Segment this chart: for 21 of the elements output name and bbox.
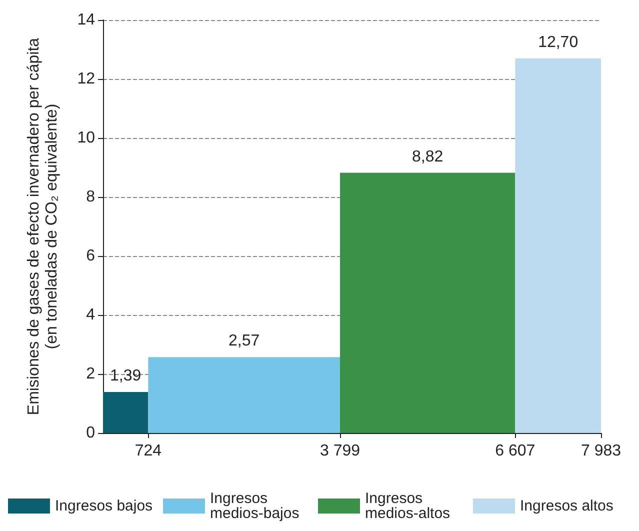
legend-label: Ingresos altos	[520, 498, 614, 514]
legend-label: Ingresos medios-altos	[365, 490, 450, 522]
data-label: 12,70	[538, 34, 578, 51]
y-tick-label: 10	[77, 130, 96, 146]
y-tick-label: 0	[86, 424, 96, 442]
data-label: 8,82	[412, 148, 444, 166]
data-label: 2,57	[228, 332, 260, 350]
y-tick-label: 4	[86, 306, 96, 324]
y-tick-label: 12	[77, 70, 96, 88]
y-axis-title: Emisiones de gases de efecto invernadero per cápita (en toneladas de CO₂ equivalente)	[26, 38, 60, 416]
legend-label: Ingresos medios-bajos	[210, 490, 300, 522]
y-tick-label: 8	[86, 188, 96, 206]
y-tick-label: 14	[77, 12, 96, 28]
y-tick-label: 6	[86, 248, 96, 264]
y-tick-label: 2	[86, 366, 96, 382]
data-label: 1,39	[110, 367, 142, 384]
x-tick-label: 724	[134, 442, 162, 460]
legend-label: Ingresos bajos	[55, 498, 153, 514]
x-tick-label: 7 983	[580, 442, 622, 460]
x-tick-label: 3 799	[320, 442, 360, 460]
x-tick-label: 6 607	[495, 442, 536, 460]
